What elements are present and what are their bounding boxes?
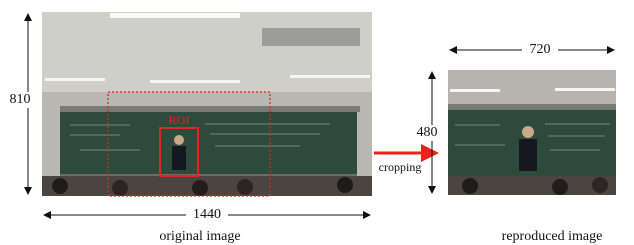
reproduced-photo (448, 70, 616, 195)
figure: ROI 810 1440 original image cropping 720… (0, 0, 634, 245)
repro-caption: reproduced image (502, 229, 603, 244)
process-label: cropping (379, 160, 422, 174)
original-caption: original image (159, 229, 240, 244)
original-photo (42, 12, 372, 196)
original-width: 1440 (193, 207, 221, 222)
roi-label: ROI (169, 113, 190, 127)
repro-width: 720 (530, 42, 551, 57)
repro-height: 480 (417, 125, 438, 140)
original-height: 810 (10, 92, 31, 107)
